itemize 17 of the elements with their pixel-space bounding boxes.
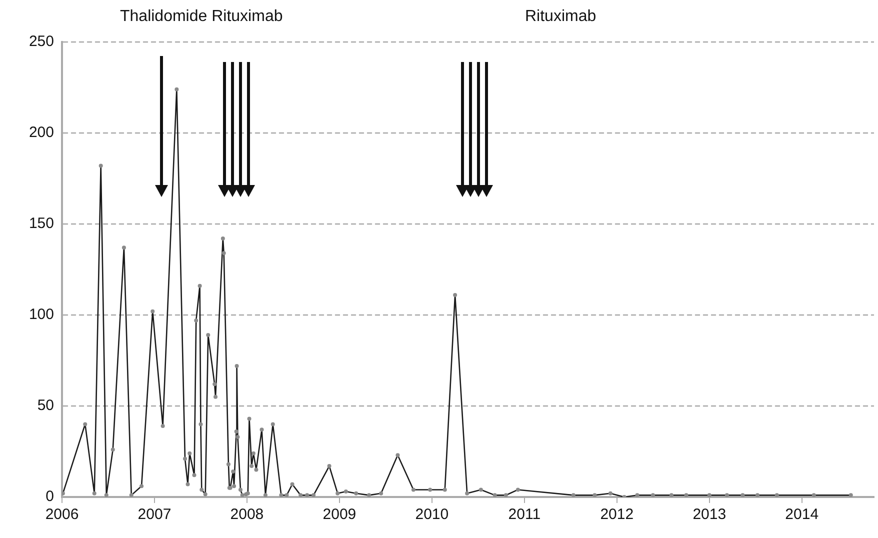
x-tick-label: 2008	[230, 506, 264, 524]
y-tick-label: 200	[28, 124, 54, 142]
x-tick-label: 2013	[692, 506, 726, 524]
text: Thalidomide Rituximab	[120, 8, 283, 26]
x-tick-label: 2009	[322, 506, 356, 524]
y-tick-label: 50	[37, 397, 54, 414]
y-tick-label: 250	[28, 33, 54, 50]
y-tick-label: 0	[46, 488, 54, 506]
x-tick-label: 2006	[45, 506, 79, 524]
x-tick-label: 2010	[415, 506, 449, 524]
x-tick-label: 2012	[600, 506, 634, 524]
x-tick-label: 2007	[138, 506, 172, 524]
text: Rituximab	[525, 8, 596, 26]
y-tick-label: 150	[28, 215, 54, 232]
x-tick-label: 2014	[785, 506, 819, 524]
x-tick-label: 2011	[508, 506, 541, 524]
y-tick-label: 100	[28, 306, 54, 324]
